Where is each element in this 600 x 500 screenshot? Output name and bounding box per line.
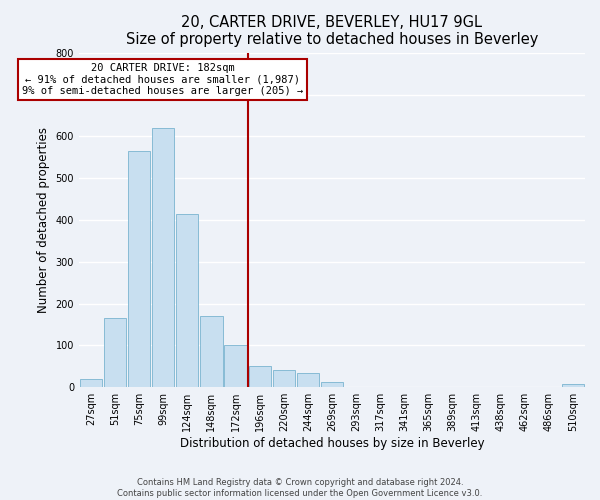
Bar xyxy=(200,316,223,387)
Title: 20, CARTER DRIVE, BEVERLEY, HU17 9GL
Size of property relative to detached house: 20, CARTER DRIVE, BEVERLEY, HU17 9GL Siz… xyxy=(126,15,538,48)
Bar xyxy=(248,366,271,387)
Bar xyxy=(80,379,102,387)
Bar xyxy=(152,128,175,387)
Y-axis label: Number of detached properties: Number of detached properties xyxy=(37,127,50,313)
Bar xyxy=(297,372,319,387)
Text: 20 CARTER DRIVE: 182sqm
← 91% of detached houses are smaller (1,987)
9% of semi-: 20 CARTER DRIVE: 182sqm ← 91% of detache… xyxy=(22,63,303,96)
Text: Contains HM Land Registry data © Crown copyright and database right 2024.
Contai: Contains HM Land Registry data © Crown c… xyxy=(118,478,482,498)
Bar xyxy=(104,318,126,387)
Bar xyxy=(224,346,247,387)
Bar xyxy=(176,214,199,387)
Bar xyxy=(128,151,150,387)
Bar xyxy=(272,370,295,387)
Bar xyxy=(562,384,584,387)
Bar xyxy=(321,382,343,387)
X-axis label: Distribution of detached houses by size in Beverley: Distribution of detached houses by size … xyxy=(179,437,484,450)
